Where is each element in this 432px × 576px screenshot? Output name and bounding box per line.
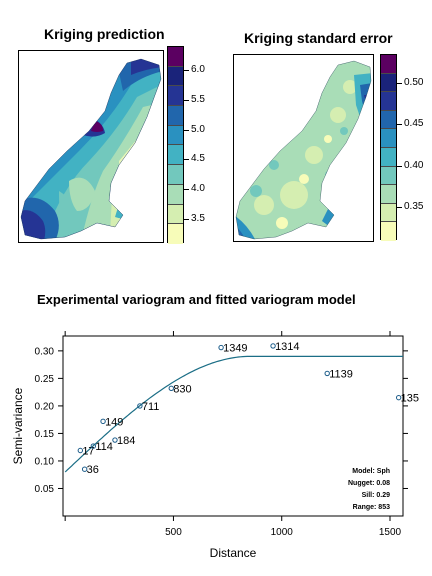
legend-swatch: [381, 185, 396, 204]
variogram-point-label: 830: [173, 383, 191, 395]
model-parameter-text: Model: Sph: [352, 468, 390, 475]
prediction-title: Kriging prediction: [44, 26, 165, 42]
legend-swatch: [381, 222, 396, 241]
std-error-title: Kriging standard error: [244, 30, 393, 46]
variogram-point: [395, 394, 402, 401]
legend-tick-label: 0.35: [404, 200, 424, 212]
legend-swatch: [381, 203, 396, 223]
legend-swatch: [168, 106, 183, 126]
legend-tick-label: 5.0: [191, 123, 205, 135]
legend-tick-label: 3.5: [191, 213, 205, 225]
variogram-point: [218, 344, 224, 351]
legend-tick-label: 0.45: [404, 118, 424, 130]
legend-tick-mark: [184, 99, 189, 101]
legend-swatch: [381, 92, 396, 111]
legend-tick-label: 5.5: [191, 93, 205, 105]
legend-swatch: [381, 73, 396, 93]
x-tick-label: 1000: [271, 527, 294, 538]
legend-tick-mark: [184, 69, 189, 71]
variogram-point: [77, 447, 84, 454]
legend-tick-label: 0.50: [404, 76, 424, 88]
std-error-legend: [380, 54, 397, 241]
legend-swatch: [168, 145, 183, 166]
variogram-point: [270, 343, 276, 349]
fitted-model-line: [64, 355, 403, 473]
legend-swatch: [381, 110, 396, 130]
variogram-point: [90, 443, 97, 449]
legend-tick-mark: [397, 206, 402, 208]
variogram-point-label: 1349: [223, 343, 247, 355]
variogram-point-label: 17: [82, 445, 94, 457]
legend-swatch: [168, 224, 183, 244]
prediction-boundary: [20, 58, 162, 240]
legend-swatch: [381, 55, 396, 74]
variogram-points: 17 36 114 149 184 711 830 1349 1314 1139 135: [77, 341, 419, 476]
legend-swatch: [168, 204, 183, 225]
variogram-point-label: 149: [105, 416, 123, 428]
variogram-frame: [62, 335, 404, 517]
legend-tick-mark: [184, 159, 189, 161]
x-axis-label: Distance: [210, 546, 257, 560]
x-tick-label: 1500: [379, 527, 402, 538]
variogram-point: [100, 418, 106, 425]
prediction-map: [18, 50, 164, 243]
model-parameter-text: Range: 853: [353, 504, 390, 511]
legend-swatch: [168, 125, 183, 146]
variogram-point-label: 1139: [329, 368, 353, 380]
y-tick-label: 0.10: [35, 456, 55, 467]
prediction-legend: [167, 46, 184, 244]
variogram-axes: 500 1000 1500 0.05 0.10 0.15 0.20 0.25 0.30: [35, 331, 408, 538]
prediction-map-svg: [20, 58, 162, 240]
variogram-point-label: 114: [95, 441, 113, 453]
legend-tick-label: 0.40: [404, 159, 424, 171]
variogram-point-label: 711: [142, 401, 160, 413]
legend-tick-label: 6.0: [191, 63, 205, 75]
variogram-point: [81, 466, 88, 472]
legend-swatch: [381, 166, 396, 186]
model-parameter-text: Sill: 0.29: [362, 492, 391, 499]
legend-tick-mark: [184, 129, 189, 131]
legend-swatch: [168, 184, 183, 205]
legend-tick-label: 4.5: [191, 153, 205, 165]
model-parameter-text: Nugget: 0.08: [348, 480, 390, 487]
y-tick-label: 0.05: [35, 484, 55, 495]
legend-tick-mark: [397, 82, 402, 84]
y-tick-label: 0.25: [35, 374, 55, 385]
legend-swatch: [381, 147, 396, 167]
y-tick-label: 0.30: [35, 346, 55, 357]
x-tick-label: 500: [165, 527, 182, 538]
variogram-point-label: 36: [87, 464, 99, 476]
legend-tick-mark: [184, 189, 189, 191]
model-parameters-box: Model: Sph Nugget: 0.08 Sill: 0.29 Range: 8…: [348, 468, 390, 511]
legend-tick-label: 4.0: [191, 183, 205, 195]
legend-tick-mark: [184, 219, 189, 221]
std-error-boundary: [235, 60, 372, 240]
variogram-point-label: 184: [117, 435, 135, 447]
std-error-map-svg: [235, 60, 372, 240]
variogram-point-label: 1314: [275, 341, 299, 353]
variogram-point: [324, 370, 330, 377]
legend-swatch: [168, 86, 183, 107]
std-error-map: [233, 54, 374, 242]
y-axis-label: Semi-variance: [11, 387, 25, 464]
legend-tick-mark: [397, 165, 402, 167]
variogram-point: [137, 403, 143, 409]
y-tick-label: 0.20: [35, 401, 55, 412]
variogram-title: Experimental variogram and fitted variog…: [37, 292, 356, 307]
legend-swatch: [381, 129, 396, 148]
variogram-point-label: 135: [401, 393, 419, 405]
variogram-point: [112, 437, 118, 443]
legend-swatch: [168, 165, 183, 185]
variogram-point: [168, 385, 174, 391]
legend-tick-mark: [397, 124, 402, 126]
y-tick-label: 0.15: [35, 429, 55, 440]
legend-swatch: [168, 47, 183, 67]
legend-swatch: [168, 66, 183, 87]
